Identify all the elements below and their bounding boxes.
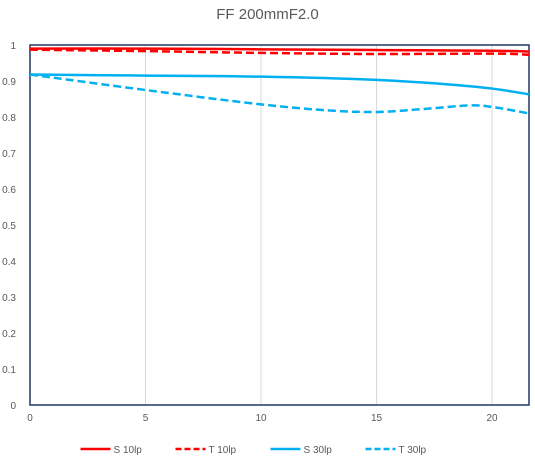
series-line-t-10lp [29, 48, 530, 56]
y-tick-label: 0.5 [2, 221, 16, 232]
y-tick-label: 0.9 [2, 77, 16, 88]
y-tick-label: 0.7 [2, 149, 16, 160]
x-tick-label: 15 [371, 413, 383, 424]
x-tick-label: 0 [27, 413, 33, 424]
x-tick-label: 5 [143, 413, 149, 424]
legend-label-t-30lp: T 30lp [399, 445, 427, 456]
x-tick-label: 10 [255, 413, 267, 424]
y-tick-label: 0.6 [2, 185, 16, 196]
y-tick-label: 1 [10, 41, 16, 52]
y-tick-label: 0.1 [2, 365, 16, 376]
y-tick-label: 0.2 [2, 329, 16, 340]
y-tick-label: 0.8 [2, 113, 16, 124]
legend-label-s-30lp: S 30lp [304, 445, 333, 456]
series-line-s-30lp [29, 73, 530, 96]
series-line-t-30lp [29, 73, 530, 115]
chart-title: FF 200mmF2.0 [216, 6, 319, 23]
plot-area-border [29, 44, 530, 406]
x-tick-label: 20 [486, 413, 498, 424]
y-tick-label: 0.4 [2, 257, 16, 268]
series-line-s-10lp [29, 47, 530, 53]
y-tick-label: 0 [10, 401, 16, 412]
y-tick-label: 0.3 [2, 293, 16, 304]
legend-label-t-10lp: T 10lp [209, 445, 237, 456]
legend-label-s-10lp: S 10lp [114, 445, 143, 456]
